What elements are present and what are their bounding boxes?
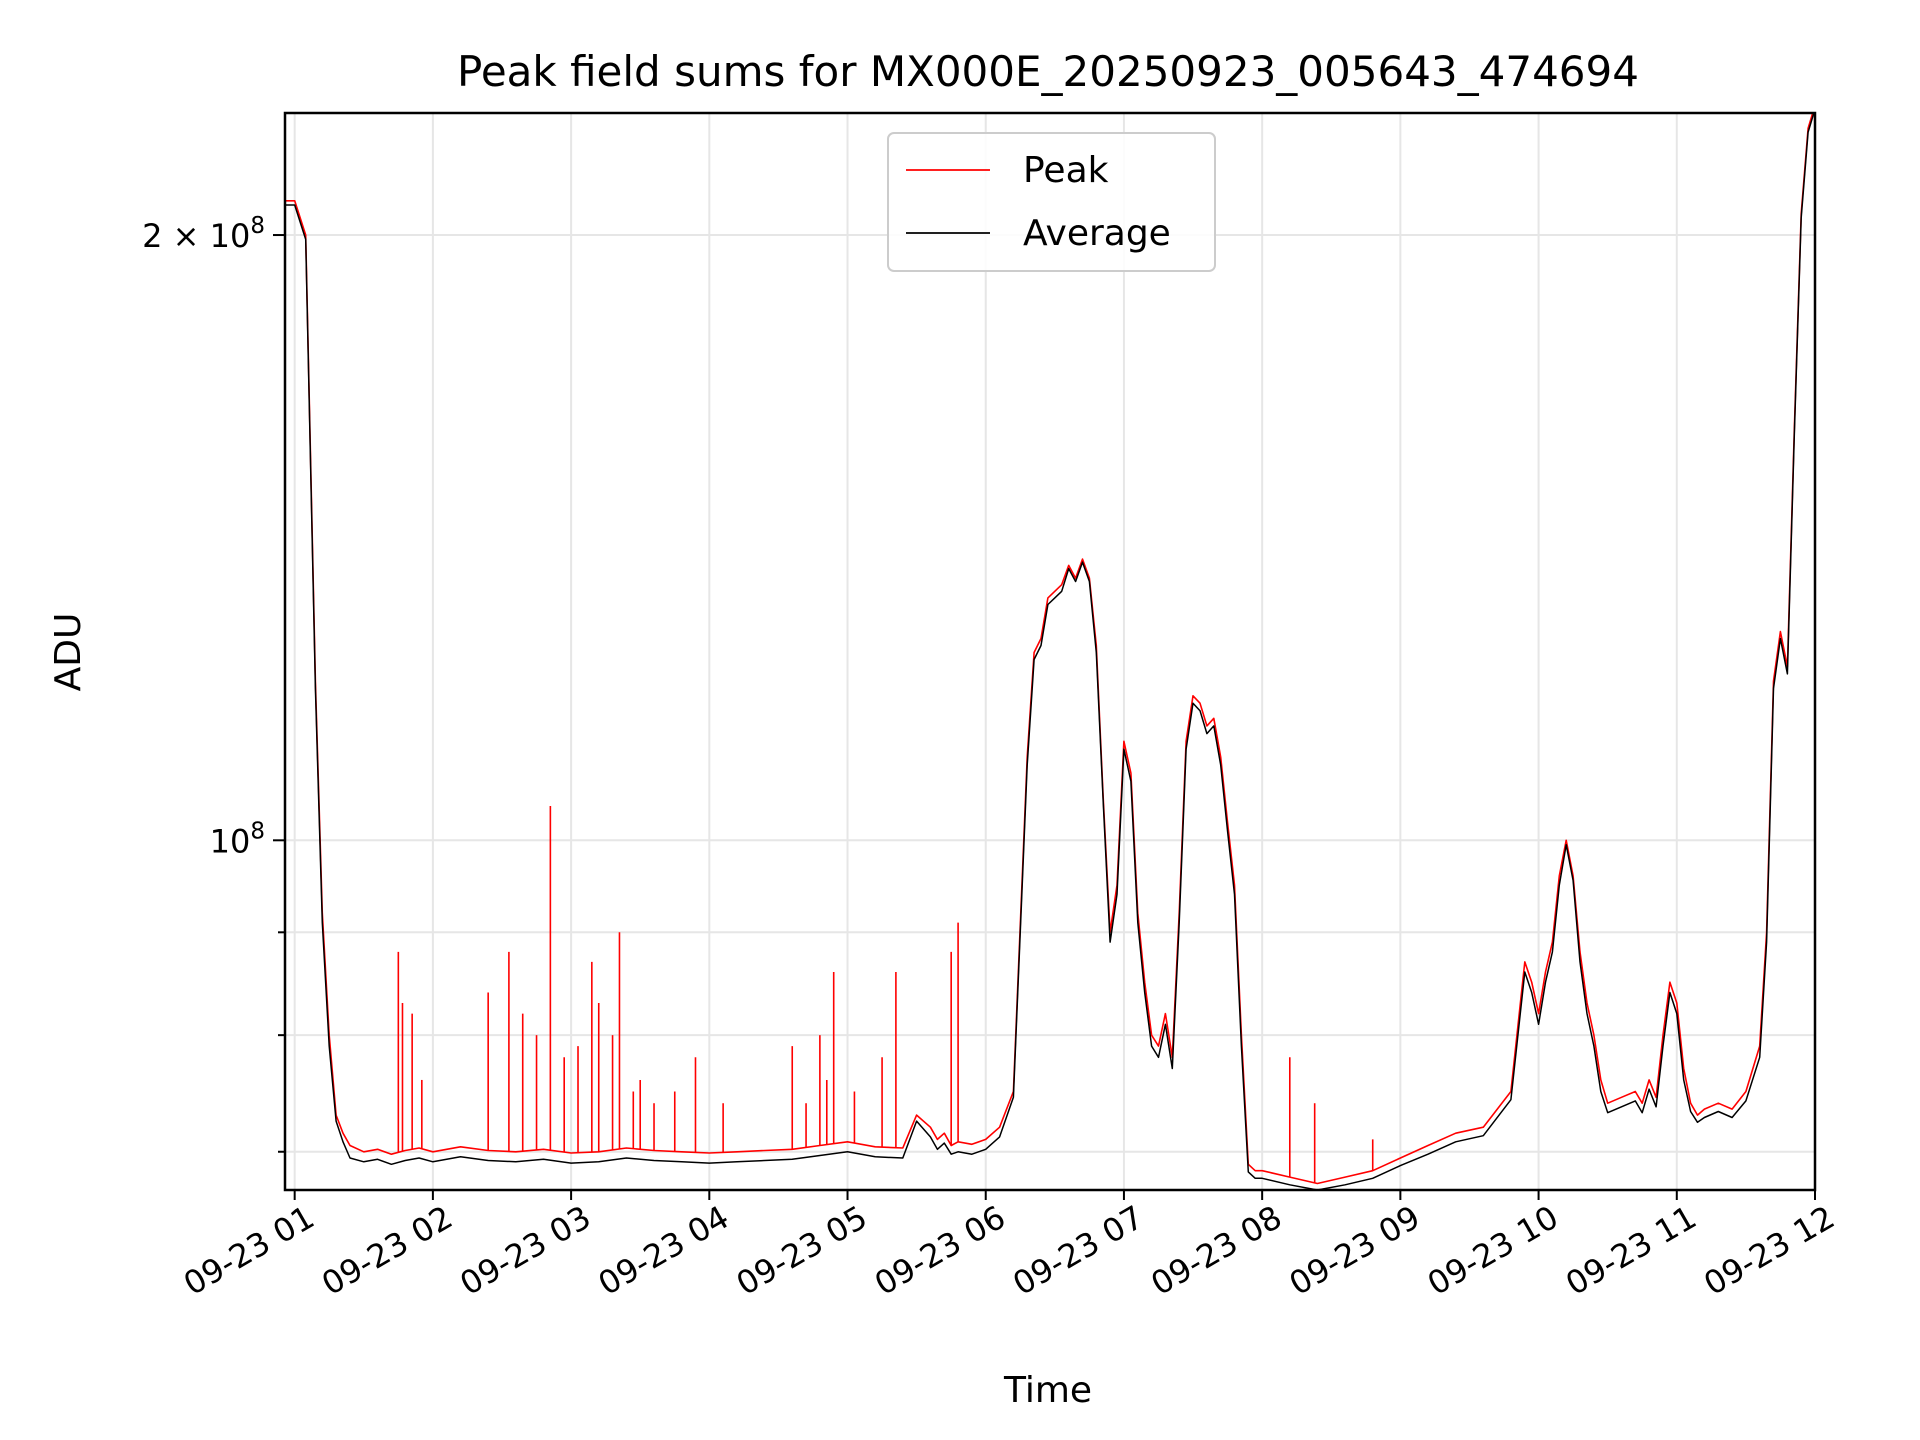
legend: Peak Average — [887, 132, 1216, 272]
y-axis: 108 2 × 108 — [142, 213, 285, 1153]
legend-average-label: Average — [1023, 213, 1171, 254]
average-series-line — [285, 113, 1815, 1190]
x-axis-label: Time — [1003, 1370, 1092, 1411]
y-tick-label: 2 × 108 — [142, 213, 265, 255]
peak-series-line — [285, 113, 1814, 1185]
plot-frame — [283, 111, 1817, 1192]
legend-peak-label: Peak — [1023, 150, 1109, 191]
chart-title: Peak field sums for MX000E_20250923_0056… — [457, 47, 1639, 96]
data-layer — [285, 113, 1815, 1190]
y-tick-label: 108 — [210, 818, 265, 860]
legend-box — [887, 132, 1216, 272]
y-axis-label: ADU — [48, 613, 89, 692]
